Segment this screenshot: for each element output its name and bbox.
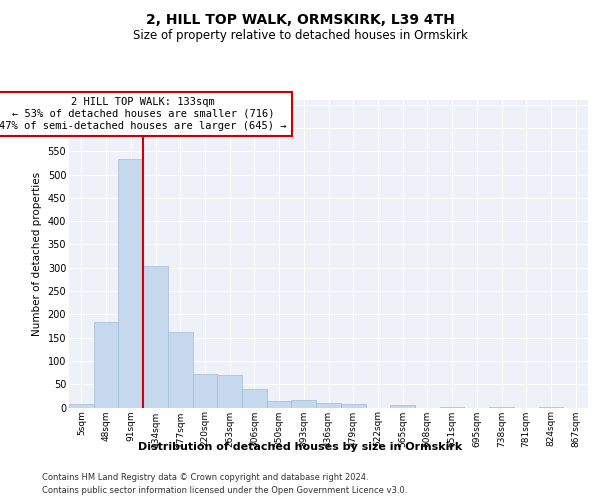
Bar [489, 406, 514, 408]
Bar [316, 403, 341, 407]
Bar [292, 400, 316, 407]
Text: Contains public sector information licensed under the Open Government Licence v3: Contains public sector information licen… [42, 486, 407, 495]
Bar [193, 374, 217, 408]
Bar [390, 405, 415, 407]
Text: Contains HM Land Registry data © Crown copyright and database right 2024.: Contains HM Land Registry data © Crown c… [42, 472, 368, 482]
Bar [69, 404, 94, 407]
Bar [118, 159, 143, 408]
Text: 2 HILL TOP WALK: 133sqm
← 53% of detached houses are smaller (716)
47% of semi-d: 2 HILL TOP WALK: 133sqm ← 53% of detache… [0, 98, 287, 130]
Bar [267, 401, 292, 407]
Text: 2, HILL TOP WALK, ORMSKIRK, L39 4TH: 2, HILL TOP WALK, ORMSKIRK, L39 4TH [146, 12, 454, 26]
Y-axis label: Number of detached properties: Number of detached properties [32, 172, 42, 336]
Bar [440, 406, 464, 408]
Bar [539, 406, 563, 408]
Text: Distribution of detached houses by size in Ormskirk: Distribution of detached houses by size … [138, 442, 462, 452]
Bar [217, 375, 242, 408]
Text: Size of property relative to detached houses in Ormskirk: Size of property relative to detached ho… [133, 29, 467, 42]
Bar [341, 404, 365, 407]
Bar [143, 266, 168, 408]
Bar [168, 332, 193, 407]
Bar [94, 322, 118, 408]
Bar [242, 389, 267, 407]
